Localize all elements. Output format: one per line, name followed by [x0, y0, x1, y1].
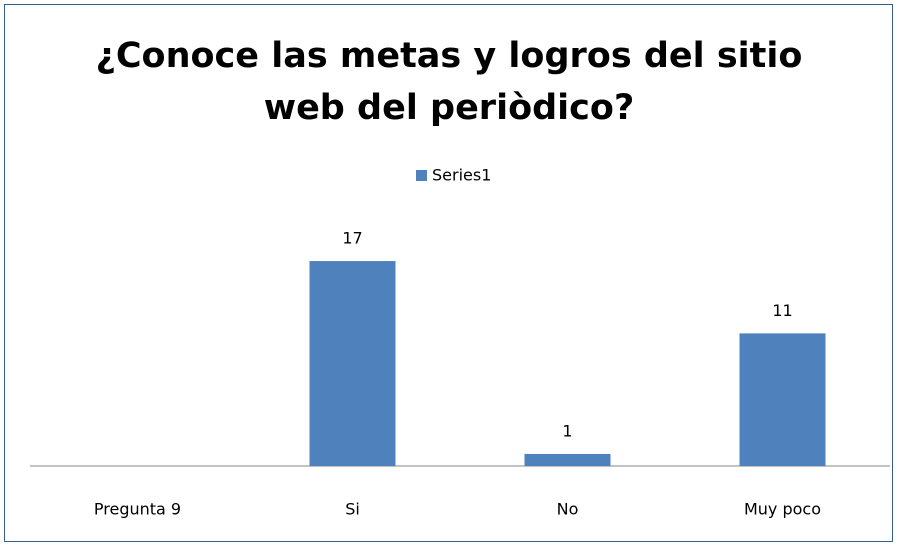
data-label: 11: [772, 301, 792, 320]
bar: [524, 453, 611, 466]
x-tick-label: No: [557, 500, 579, 519]
legend-label: Series1: [432, 166, 491, 185]
x-tick-label: Pregunta 9: [94, 500, 181, 519]
chart-frame: [4, 4, 893, 542]
legend-swatch: [416, 170, 427, 181]
bar: [309, 261, 396, 466]
chart-title: ¿Conoce las metas y logros del sitio web…: [95, 36, 803, 128]
bar: [739, 333, 826, 466]
x-tick-label: Muy poco: [744, 500, 821, 519]
x-tick-label: Si: [345, 500, 360, 519]
data-label: 1: [562, 421, 572, 440]
data-label: 17: [342, 229, 362, 248]
